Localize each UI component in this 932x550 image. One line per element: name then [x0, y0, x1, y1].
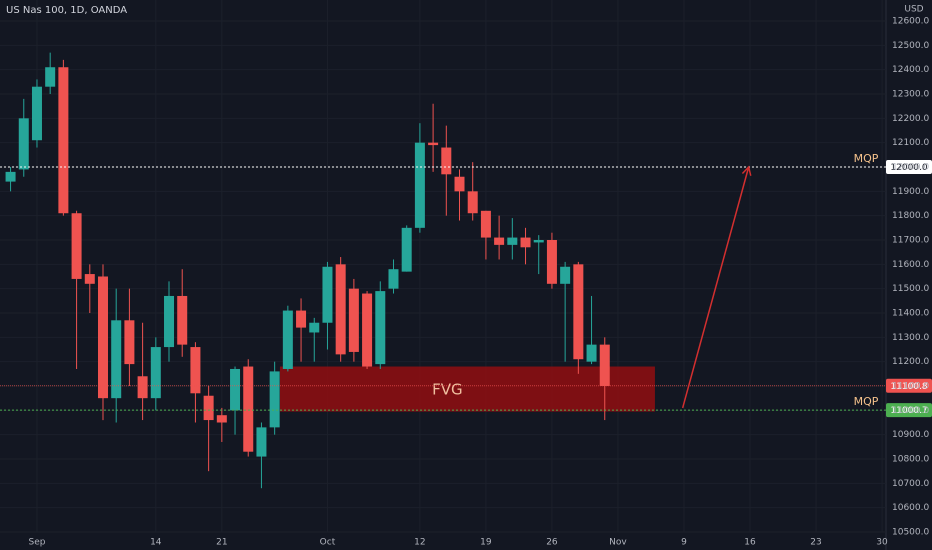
- y-tick-label: 11700.0: [892, 236, 929, 246]
- price-label-box: [886, 160, 932, 174]
- fvg-label: FVG: [432, 381, 463, 399]
- price-label: 12000.0: [890, 163, 927, 173]
- y-tick-label: 12500.0: [892, 41, 929, 51]
- candle-body: [586, 344, 597, 362]
- candle-body: [97, 276, 108, 399]
- candle-body: [111, 320, 122, 399]
- y-tick-label: 10900.0: [892, 430, 929, 440]
- y-tick-label: 12000.0: [892, 163, 929, 173]
- level-label: MQP: [854, 152, 879, 165]
- x-tick-label: 23: [810, 538, 821, 548]
- candle-body: [388, 269, 399, 289]
- candle-body: [414, 142, 425, 228]
- candle-body: [467, 191, 478, 214]
- candle-body: [164, 295, 175, 348]
- level-label: MQP: [854, 395, 879, 408]
- y-tick-label: 10800.0: [892, 455, 929, 465]
- candle-body: [560, 266, 571, 284]
- candle-body: [256, 427, 267, 457]
- candle-body: [137, 376, 148, 399]
- candle-body: [362, 293, 373, 367]
- candle-body: [190, 347, 201, 394]
- arrow-head: [741, 165, 752, 176]
- y-tick-label: 10500.0: [892, 528, 929, 538]
- y-tick-label: 11100.0: [892, 382, 929, 392]
- x-tick-label: 26: [546, 538, 558, 548]
- candle-body: [84, 274, 95, 284]
- price-label: 11000.7: [890, 406, 927, 416]
- y-tick-label: 11600.0: [892, 260, 929, 270]
- candle-body: [269, 371, 280, 428]
- x-tick-label: 14: [150, 538, 162, 548]
- arrow-line: [681, 166, 750, 409]
- candle-body: [533, 240, 544, 243]
- candle-body: [309, 322, 320, 333]
- x-tick-label: 21: [216, 538, 227, 548]
- candle-body: [441, 147, 452, 175]
- x-tick-label: 12: [414, 538, 425, 548]
- candle-body: [375, 291, 386, 365]
- candle-body: [203, 395, 214, 421]
- y-tick-label: 11500.0: [892, 284, 929, 294]
- candle-body: [18, 118, 29, 170]
- candle-body: [494, 237, 505, 245]
- y-tick-label: 12600.0: [892, 17, 929, 27]
- candle-body: [480, 210, 491, 238]
- candle-body: [428, 142, 439, 146]
- currency: USD: [904, 5, 923, 15]
- y-tick-label: 11900.0: [892, 187, 929, 197]
- candle-body: [150, 347, 161, 399]
- candle-body: [454, 176, 465, 192]
- x-tick-label: 16: [744, 538, 756, 548]
- candle-body: [230, 368, 241, 411]
- fvg-zone: [279, 366, 655, 412]
- candle-body: [599, 344, 610, 386]
- overlay: MQP 12000.0 11100.8 MQP 11000.7: [0, 152, 932, 418]
- y-tick-label: 10700.0: [892, 479, 929, 489]
- candle-body: [520, 237, 531, 248]
- price-label: 11100.8: [890, 382, 927, 392]
- y-tick-label: 11300.0: [892, 333, 929, 343]
- candle-body: [31, 86, 42, 141]
- candle-body: [573, 264, 584, 360]
- candle-body: [243, 366, 254, 452]
- candle-body: [45, 67, 56, 87]
- candle-body: [177, 295, 188, 345]
- candle-body: [546, 240, 557, 284]
- candle-body: [124, 320, 135, 365]
- chart-title: US Nas 100, 1D, OANDA: [6, 5, 127, 16]
- y-tick-label: 11200.0: [892, 357, 929, 367]
- candle-body: [348, 288, 359, 352]
- y-tick-label: 12100.0: [892, 138, 929, 148]
- price-label-box: [886, 378, 932, 393]
- candle-body: [5, 171, 16, 182]
- y-tick-label: 11800.0: [892, 211, 929, 221]
- x-tick-label: Nov: [609, 538, 627, 548]
- candle-body: [322, 266, 333, 323]
- x-tick-label: Oct: [320, 538, 336, 548]
- candle-body: [335, 264, 346, 355]
- y-tick-label: 12300.0: [892, 90, 929, 100]
- candle-body: [58, 67, 69, 214]
- candle-body: [71, 213, 82, 279]
- price-label-box: [886, 403, 932, 418]
- y-tick-label: 11400.0: [892, 309, 929, 319]
- candle-body: [401, 227, 412, 272]
- y-tick-label: 10600.0: [892, 503, 929, 513]
- x-tick-label: 30: [876, 538, 888, 548]
- candle-body: [296, 310, 307, 328]
- candle-body: [507, 237, 518, 245]
- marks: FVG: [5, 52, 655, 489]
- x-tick-label: 19: [480, 538, 492, 548]
- candle-body: [282, 310, 293, 369]
- x-tick-label: Sep: [28, 538, 45, 548]
- y-tick-label: 11000.0: [892, 406, 929, 416]
- y-tick-label: 12200.0: [892, 114, 929, 124]
- x-tick-label: 9: [681, 538, 687, 548]
- candle-body: [216, 415, 227, 423]
- y-tick-label: 12400.0: [892, 65, 929, 75]
